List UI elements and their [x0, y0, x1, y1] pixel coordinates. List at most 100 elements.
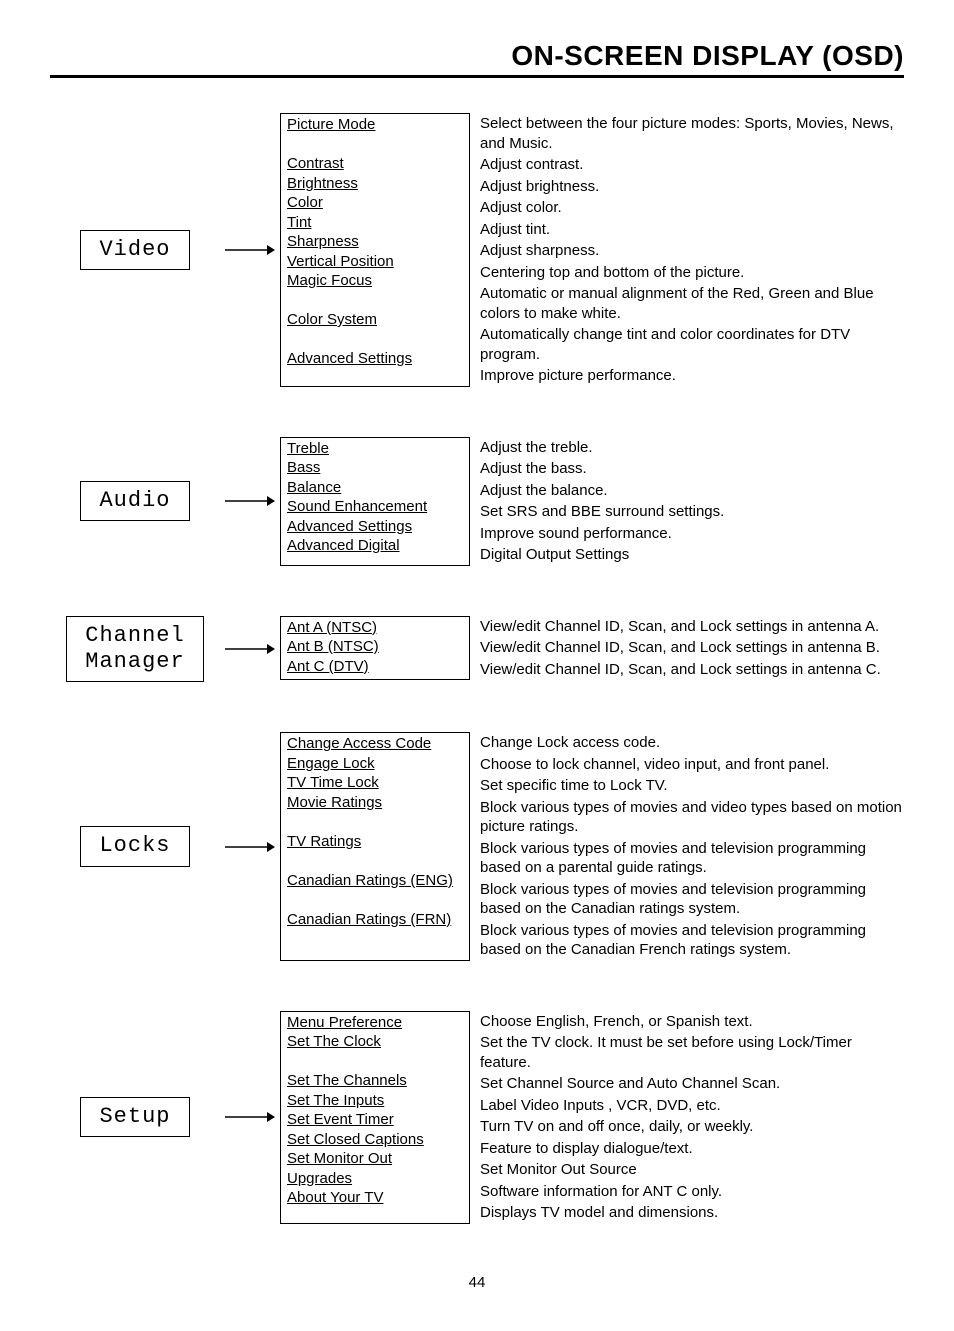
- menu-item-description: Select between the four picture modes: S…: [480, 113, 904, 154]
- category-column: Locks: [50, 826, 220, 866]
- menu-item-name: Movie Ratings: [281, 792, 469, 831]
- items-column: Ant A (NTSC)Ant B (NTSC)Ant C (DTV): [280, 616, 470, 681]
- menu-item-name: Ant A (NTSC): [281, 617, 469, 637]
- descriptions-column: Adjust the treble.Adjust the bass.Adjust…: [470, 437, 904, 566]
- menu-item-description: Automatically change tint and color coor…: [480, 324, 904, 365]
- menu-item-description: Choose to lock channel, video input, and…: [480, 754, 904, 776]
- menu-item-description: Adjust tint.: [480, 219, 904, 241]
- menu-item-name: Set Monitor Out: [281, 1148, 469, 1168]
- sections-container: Video Picture ModeContrastBrightnessColor…: [50, 113, 904, 1224]
- menu-item-name: Brightness: [281, 173, 469, 193]
- menu-item-name: Bass: [281, 457, 469, 477]
- arrow-right-icon: [225, 643, 275, 655]
- menu-item-name: Vertical Position: [281, 251, 469, 271]
- menu-item-name: Advanced Digital: [281, 535, 469, 555]
- category-box: Audio: [80, 481, 189, 521]
- menu-item-name: Set Closed Captions: [281, 1129, 469, 1149]
- category-column: Channel Manager: [50, 616, 220, 683]
- menu-section: SetupMenu PreferenceSet The ClockSet The…: [50, 1011, 904, 1224]
- menu-item-description: View/edit Channel ID, Scan, and Lock set…: [480, 637, 904, 659]
- menu-section: Video Picture ModeContrastBrightnessColor…: [50, 113, 904, 387]
- menu-item-name: Canadian Ratings (ENG): [281, 870, 469, 909]
- menu-item-description: Set Channel Source and Auto Channel Scan…: [480, 1073, 904, 1095]
- category-arrow-wrapper: Channel Manager: [50, 616, 280, 683]
- content-row: Picture ModeContrastBrightnessColorTintS…: [280, 113, 904, 387]
- items-column: Picture ModeContrastBrightnessColorTintS…: [280, 113, 470, 387]
- menu-item-description: Label Video Inputs , VCR, DVD, etc.: [480, 1095, 904, 1117]
- menu-item-name: Engage Lock: [281, 753, 469, 773]
- category-column: Video: [50, 230, 220, 270]
- menu-item-description: Block various types of movies and televi…: [480, 920, 904, 961]
- menu-item-description: Feature to display dialogue/text.: [480, 1138, 904, 1160]
- menu-item-name: Set The Clock: [281, 1031, 469, 1070]
- menu-item-name: Balance: [281, 477, 469, 497]
- category-box: Locks: [80, 826, 189, 866]
- arrow-right-icon: [225, 1111, 275, 1123]
- menu-item-description: Displays TV model and dimensions.: [480, 1202, 904, 1224]
- descriptions-column: View/edit Channel ID, Scan, and Lock set…: [470, 616, 904, 681]
- category-column: Setup: [50, 1097, 220, 1137]
- menu-item-name: Advanced Settings: [281, 348, 469, 368]
- menu-item-name: Tint: [281, 212, 469, 232]
- menu-item-name: TV Ratings: [281, 831, 469, 870]
- category-arrow-wrapper: Video: [50, 113, 280, 387]
- menu-item-description: Set Monitor Out Source: [480, 1159, 904, 1181]
- category-arrow-wrapper: Setup: [50, 1011, 280, 1224]
- menu-item-name: Canadian Ratings (FRN): [281, 909, 469, 948]
- arrow-column: [220, 244, 280, 256]
- menu-item-name: Sharpness: [281, 231, 469, 251]
- menu-item-name: Color: [281, 192, 469, 212]
- menu-item-description: Adjust contrast.: [480, 154, 904, 176]
- arrow-right-icon: [225, 244, 275, 256]
- category-box: Channel Manager: [66, 616, 203, 683]
- menu-item-description: Adjust sharpness.: [480, 240, 904, 262]
- category-box: Video: [80, 230, 189, 270]
- arrow-column: [220, 841, 280, 853]
- page-title: ON-SCREEN DISPLAY (OSD): [50, 40, 904, 72]
- page-number: 44: [50, 1274, 904, 1291]
- menu-section: Channel Manager Ant A (NTSC)Ant B (NTSC)A…: [50, 616, 904, 683]
- menu-item-description: Adjust brightness.: [480, 176, 904, 198]
- menu-item-description: Adjust color.: [480, 197, 904, 219]
- menu-item-description: View/edit Channel ID, Scan, and Lock set…: [480, 659, 904, 681]
- items-column: Change Access CodeEngage LockTV Time Loc…: [280, 732, 470, 961]
- category-arrow-wrapper: Locks: [50, 732, 280, 961]
- menu-item-description: Adjust the balance.: [480, 480, 904, 502]
- menu-item-name: TV Time Lock: [281, 772, 469, 792]
- menu-item-description: Digital Output Settings: [480, 544, 904, 566]
- category-box: Setup: [80, 1097, 189, 1137]
- menu-section: AudioTrebleBassBalanceSound EnhancementA…: [50, 437, 904, 566]
- menu-item-name: Contrast: [281, 153, 469, 173]
- menu-item-description: Adjust the bass.: [480, 458, 904, 480]
- category-arrow-wrapper: Audio: [50, 437, 280, 566]
- menu-item-description: Adjust the treble.: [480, 437, 904, 459]
- menu-item-name: Magic Focus: [281, 270, 469, 309]
- page-header: ON-SCREEN DISPLAY (OSD): [50, 40, 904, 78]
- category-column: Audio: [50, 481, 220, 521]
- content-row: Ant A (NTSC)Ant B (NTSC)Ant C (DTV) View/…: [280, 616, 904, 681]
- content-row: Change Access CodeEngage LockTV Time Loc…: [280, 732, 904, 961]
- menu-item-name: Sound Enhancement: [281, 496, 469, 516]
- menu-item-description: Change Lock access code.: [480, 732, 904, 754]
- menu-item-name: Upgrades: [281, 1168, 469, 1188]
- arrow-right-icon: [225, 495, 275, 507]
- menu-item-name: Set The Inputs: [281, 1090, 469, 1110]
- descriptions-column: Change Lock access code.Choose to lock c…: [470, 732, 904, 961]
- menu-item-name: Treble: [281, 438, 469, 458]
- menu-item-name: Menu Preference: [281, 1012, 469, 1032]
- arrow-column: [220, 643, 280, 655]
- menu-item-description: Choose English, French, or Spanish text.: [480, 1011, 904, 1033]
- menu-item-name: Ant B (NTSC): [281, 636, 469, 656]
- menu-item-description: Block various types of movies and video …: [480, 797, 904, 838]
- arrow-right-icon: [225, 841, 275, 853]
- items-column: Menu PreferenceSet The ClockSet The Chan…: [280, 1011, 470, 1224]
- menu-item-name: About Your TV: [281, 1187, 469, 1207]
- menu-item-description: Improve sound performance.: [480, 523, 904, 545]
- arrow-column: [220, 495, 280, 507]
- menu-item-description: Turn TV on and off once, daily, or weekl…: [480, 1116, 904, 1138]
- menu-item-name: Picture Mode: [281, 114, 469, 153]
- menu-item-description: View/edit Channel ID, Scan, and Lock set…: [480, 616, 904, 638]
- menu-item-description: Centering top and bottom of the picture.: [480, 262, 904, 284]
- menu-item-description: Automatic or manual alignment of the Red…: [480, 283, 904, 324]
- menu-item-description: Block various types of movies and televi…: [480, 879, 904, 920]
